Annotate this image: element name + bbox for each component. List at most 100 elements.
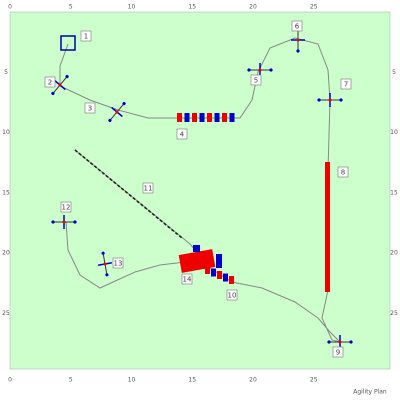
obstacle-number: 1 — [84, 33, 88, 41]
x-tick-label: 20 — [249, 4, 257, 11]
label-box — [250, 74, 262, 86]
y-tick-label: 15 — [390, 189, 398, 196]
y-tick-label: 25 — [390, 310, 398, 317]
jump-pole — [115, 110, 119, 114]
jump-wing — [247, 68, 251, 72]
label-box — [337, 166, 349, 178]
obstacle-number: 7 — [344, 81, 348, 89]
x-tick-label: 20 — [249, 377, 257, 384]
obstacle-label: 6 — [291, 20, 303, 32]
jump-pole — [328, 98, 332, 102]
x-tick-label: 10 — [128, 4, 136, 11]
obstacle-label: 5 — [250, 74, 262, 86]
tunnel-segment — [223, 273, 228, 282]
label-box — [60, 201, 72, 213]
x-tick-label: 0 — [8, 4, 12, 11]
jump-wing — [65, 74, 69, 79]
y-tick-label: 15 — [2, 189, 10, 196]
label-box — [80, 30, 92, 42]
label-box — [332, 346, 344, 358]
y-tick-label: 20 — [390, 250, 398, 257]
label-box — [340, 78, 352, 90]
obstacle-number: 8 — [341, 169, 345, 177]
tunnel-segment — [205, 266, 210, 274]
tunnel-segment — [229, 113, 235, 122]
jump-pole — [338, 340, 342, 344]
jump-wing — [73, 220, 77, 224]
obstacle-label: 3 — [84, 102, 96, 114]
dog-path — [65, 221, 186, 289]
obstacle-label: 2 — [44, 76, 56, 88]
y-tick-label: 10 — [2, 129, 10, 136]
tunnel-segment — [217, 271, 222, 279]
jump — [108, 101, 126, 123]
obstacle-number: 4 — [180, 131, 185, 139]
obstacle-label: 7 — [340, 78, 352, 90]
tunnel-segment — [199, 113, 205, 122]
jump-wing — [269, 68, 273, 72]
label-box — [84, 102, 96, 114]
x-tick-label: 0 — [8, 377, 12, 384]
x-tick-label: 5 — [69, 4, 73, 11]
tunnel-segment — [177, 113, 182, 122]
x-tick-label: 5 — [69, 377, 73, 384]
label-box — [142, 182, 154, 194]
obstacle-label: 12 — [60, 201, 72, 213]
jump-wing — [101, 251, 105, 255]
obstacle-label: 9 — [332, 346, 344, 358]
obstacle-number: 13 — [114, 260, 123, 268]
jump-wing — [349, 340, 353, 344]
x-tick-label: 15 — [188, 377, 196, 384]
jump-pole — [296, 38, 300, 42]
jump-pole — [103, 262, 107, 266]
jump-wing — [51, 91, 55, 96]
obstacle-label: 1 — [80, 30, 92, 42]
x-tick-label: 10 — [128, 377, 136, 384]
jump-pole — [258, 68, 262, 72]
tunnel-segment — [207, 113, 212, 122]
jump-wing — [317, 98, 321, 102]
obstacle-label: 11 — [142, 182, 154, 194]
table — [60, 35, 76, 51]
obstacle-number: 14 — [183, 276, 192, 284]
jump-pole — [58, 83, 62, 87]
obstacle-label: 13 — [112, 257, 124, 269]
jump — [51, 215, 77, 229]
obstacle-number: 9 — [336, 349, 340, 357]
label-box — [112, 257, 124, 269]
tunnel-segment — [214, 113, 220, 122]
obstacle-number: 5 — [254, 77, 258, 85]
jump — [97, 251, 113, 277]
obstacle-label: 4 — [176, 128, 188, 140]
jump-wing — [122, 101, 126, 106]
obstacle-11-wall — [74, 149, 183, 239]
obstacle-label: 10 — [226, 289, 238, 301]
jump — [317, 93, 343, 107]
jump-pole — [62, 220, 66, 224]
obstacles-graphics — [51, 27, 353, 349]
obstacle-number: 11 — [144, 185, 153, 193]
label-box — [291, 20, 303, 32]
jump-wing — [327, 340, 331, 344]
tunnel-end — [216, 254, 222, 268]
obstacle-number: 2 — [48, 79, 52, 87]
jump-wing — [51, 220, 55, 224]
label-box — [44, 76, 56, 88]
x-tick-label: 25 — [310, 377, 318, 384]
tunnel-end — [193, 245, 200, 252]
weave-poles — [325, 162, 330, 292]
dog-path — [59, 37, 342, 343]
y-tick-label: 5 — [4, 69, 8, 76]
jump-wing — [105, 273, 109, 277]
label-box — [176, 128, 188, 140]
tunnel-segment — [229, 276, 234, 284]
obstacle-label: 14 — [181, 273, 193, 285]
obstacle-number: 12 — [62, 204, 71, 212]
obstacle-number: 3 — [88, 105, 92, 113]
footer: Agility Plan — [353, 389, 387, 396]
obstacle-number: 10 — [228, 292, 237, 300]
jump-wing — [108, 118, 112, 123]
y-tick-label: 25 — [2, 310, 10, 317]
